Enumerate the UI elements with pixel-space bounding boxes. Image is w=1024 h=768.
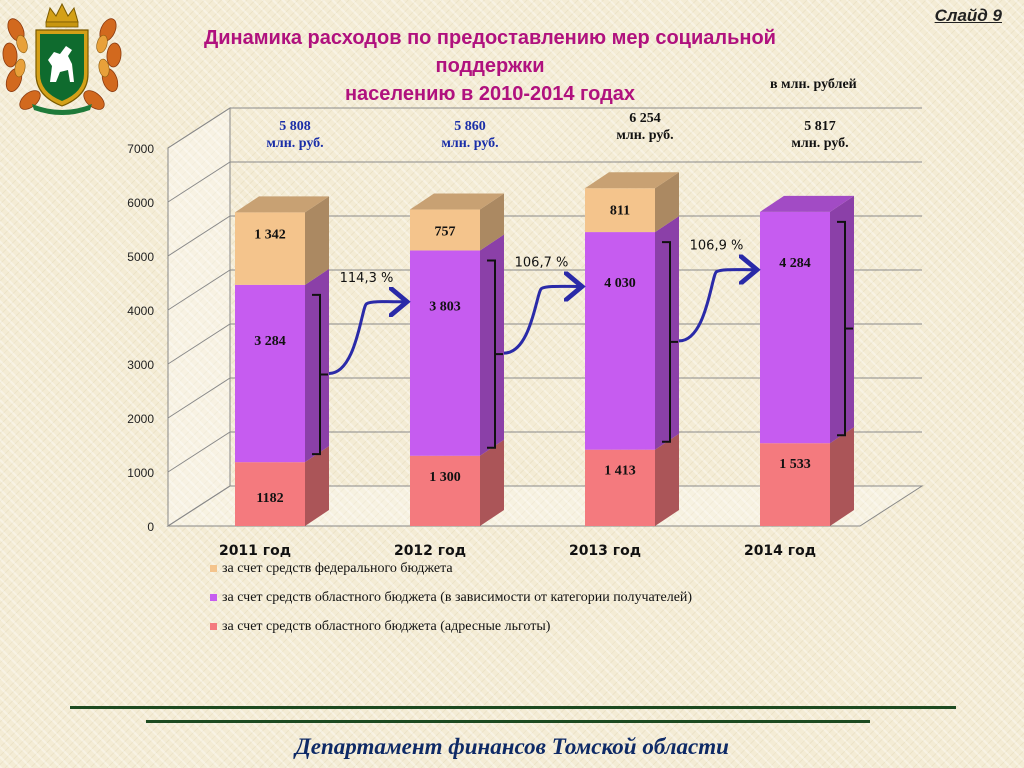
bar-segment — [410, 209, 480, 251]
growth-arrow — [678, 270, 754, 343]
x-tick-label: 2012 год — [394, 543, 466, 559]
footer-rule-top — [70, 706, 956, 709]
bar-segment-side — [305, 196, 329, 285]
bar-segment-side — [655, 433, 679, 526]
data-label: 1 300 — [429, 470, 461, 485]
unit-note: в млн. рублей — [770, 77, 857, 92]
gridline — [167, 269, 922, 311]
data-label: 3 803 — [429, 299, 461, 314]
gridline — [167, 431, 922, 473]
bar-segment-top — [235, 196, 329, 213]
total-value: 5 808 — [279, 119, 311, 134]
bar-segment-top — [410, 193, 504, 210]
tomsk-coat-of-arms-icon — [2, 2, 122, 115]
data-label: 811 — [610, 203, 630, 218]
bar-segment-side — [305, 268, 329, 463]
data-label: 1 342 — [254, 227, 286, 242]
growth-arrow — [328, 302, 404, 376]
bar-segment — [235, 212, 305, 285]
slide-title: Динамика расходов по предоставлению мер … — [160, 24, 820, 108]
gridline — [167, 161, 922, 203]
data-label: 757 — [435, 225, 456, 240]
gridline — [167, 485, 922, 527]
y-tick-label: 1000 — [127, 466, 154, 480]
gridline — [167, 323, 922, 365]
bar-segment — [760, 443, 830, 526]
y-tick-label: 6000 — [127, 196, 154, 210]
title-line-2: населению в 2010-2014 годах — [344, 83, 636, 105]
gridline — [167, 107, 922, 149]
total-unit: млн. руб. — [441, 136, 498, 151]
data-label: 3 284 — [254, 334, 286, 349]
bar-segment-side — [480, 193, 504, 251]
growth-arrow — [503, 286, 579, 355]
legend-swatch — [210, 565, 217, 572]
bar-segment-side — [480, 234, 504, 456]
bar-segment — [410, 455, 480, 526]
data-label: 1 533 — [779, 457, 811, 472]
bar-segment-top — [585, 172, 679, 189]
bar-segment — [585, 449, 655, 526]
chart-side-wall — [167, 107, 231, 527]
total-value: 5 817 — [804, 119, 836, 134]
bar-segment-side — [480, 439, 504, 526]
footer-department: Департамент финансов Томской области — [295, 734, 729, 759]
y-tick-label: 7000 — [127, 142, 154, 156]
total-value: 6 254 — [629, 111, 661, 126]
growth-label: 106,9 % — [690, 239, 744, 254]
bar-segment — [585, 188, 655, 233]
footer-rule-bottom — [146, 720, 870, 723]
legend-swatch — [210, 623, 217, 630]
y-tick-label: 2000 — [127, 412, 154, 426]
data-label: 1 413 — [604, 464, 636, 479]
bar-segment-side — [830, 195, 854, 444]
bar-segment-side — [655, 172, 679, 233]
data-label: 4 030 — [604, 276, 636, 291]
bar-segment — [585, 232, 655, 450]
growth-label: 114,3 % — [340, 271, 394, 286]
total-unit: млн. руб. — [616, 128, 673, 143]
chart-legend: за счет средств федерального бюджета за с… — [210, 554, 692, 641]
bar-segment — [760, 211, 830, 444]
x-tick-label: 2013 год — [569, 543, 641, 559]
y-tick-label: 0 — [147, 520, 154, 534]
gridline — [167, 377, 922, 419]
data-label: 4 284 — [779, 256, 811, 271]
slide-number: Слайд 9 — [934, 6, 1002, 25]
total-unit: млн. руб. — [266, 136, 323, 151]
legend-label: за счет средств федерального бюджета — [222, 560, 453, 576]
legend-item: за счет средств федерального бюджета — [210, 554, 692, 583]
legend-swatch — [210, 594, 217, 601]
bar-segment-side — [655, 216, 679, 450]
x-tick-label: 2014 год — [744, 543, 816, 559]
x-tick-label: 2011 год — [219, 543, 291, 559]
y-tick-label: 3000 — [127, 358, 154, 372]
bar-segment — [235, 284, 305, 463]
legend-item: за счет средств областного бюджета (адре… — [210, 612, 692, 641]
bar-segment — [410, 250, 480, 456]
title-line-1: Динамика расходов по предоставлению мер … — [204, 27, 776, 77]
growth-label: 106,7 % — [515, 255, 569, 270]
y-tick-label: 5000 — [127, 250, 154, 264]
y-tick-label: 4000 — [127, 304, 154, 318]
stacked-bar-chart: 0 1000 2000 3000 4000 5000 6000 7000 1182 3 284 1… — [127, 107, 924, 559]
legend-label: за счет средств областного бюджета (в за… — [222, 589, 693, 605]
bar-segment — [235, 462, 305, 526]
bar-segment-side — [305, 446, 329, 526]
legend-item: за счет средств областного бюджета (в за… — [210, 583, 692, 612]
total-value: 5 860 — [454, 119, 486, 134]
data-label: 1182 — [256, 491, 283, 506]
gridline — [167, 215, 922, 257]
legend-label: за счет средств областного бюджета (адре… — [222, 618, 551, 634]
total-unit: млн. руб. — [791, 136, 848, 151]
bar-segment-side — [830, 427, 854, 526]
bar-segment-top — [760, 195, 854, 212]
